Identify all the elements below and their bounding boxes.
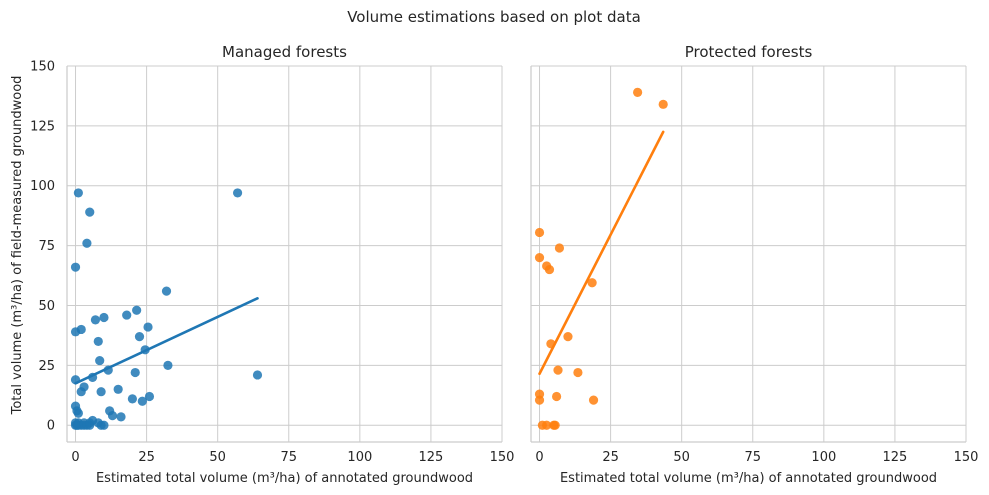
data-point (132, 305, 142, 315)
panel-title-managed: Managed forests (222, 43, 347, 61)
x-tick-label: 125 (883, 450, 908, 465)
data-point (563, 332, 573, 342)
x-tick-label: 150 (490, 450, 515, 465)
y-axis-label: Total volume (m³/ha) of field-measured g… (10, 76, 25, 416)
data-point (588, 395, 599, 405)
data-point (76, 324, 86, 335)
data-point (73, 408, 83, 418)
data-point (137, 396, 147, 406)
tick-labels-protected: 0 25 50 75 100 125 150 (535, 450, 978, 465)
x-tick-label: 75 (744, 450, 761, 465)
data-point (143, 322, 153, 332)
data-point (633, 87, 643, 97)
y-tick-label: 25 (38, 359, 55, 374)
data-point (99, 312, 109, 323)
x-tick-label: 50 (673, 450, 690, 465)
data-point (90, 315, 101, 325)
x-axis-label-managed: Estimated total volume (m³/ha) of annota… (96, 471, 473, 486)
x-tick-label: 50 (209, 450, 226, 465)
data-point (79, 382, 89, 392)
data-point (73, 188, 83, 198)
data-point (534, 395, 545, 405)
y-tick-label: 100 (30, 179, 55, 194)
x-tick-label: 150 (954, 450, 979, 465)
figure-title: Volume estimations based on plot data (347, 8, 641, 26)
data-point (99, 420, 109, 430)
x-tick-label: 25 (138, 450, 155, 465)
regression-line-managed (74, 297, 259, 385)
data-point (85, 207, 95, 217)
y-tick-label: 0 (47, 419, 55, 434)
x-tick-label: 25 (602, 450, 619, 465)
y-tick-label: 150 (30, 60, 55, 75)
data-point (96, 387, 106, 397)
tick-labels-managed: 0 25 50 75 100 125 150 0 25 50 75 100 125 150 (30, 60, 514, 466)
data-point (587, 278, 597, 288)
scatter-points-managed (70, 188, 263, 430)
fit-line (74, 297, 259, 385)
x-tick-label: 100 (811, 450, 836, 465)
y-tick-label: 125 (30, 119, 55, 134)
data-point (554, 243, 565, 253)
data-point (82, 238, 92, 248)
data-point (95, 355, 105, 366)
grid-protected (531, 65, 967, 442)
data-point (252, 370, 263, 380)
data-point (534, 252, 545, 263)
data-point (573, 367, 583, 378)
x-tick-label: 0 (71, 450, 79, 465)
data-point (144, 391, 155, 402)
data-point (542, 420, 552, 430)
data-point (113, 384, 123, 394)
data-point (93, 336, 103, 347)
data-point (551, 391, 562, 402)
x-tick-label: 125 (419, 450, 444, 465)
data-point (544, 264, 555, 275)
data-point (658, 99, 668, 109)
data-point (116, 412, 126, 422)
panel-title-protected: Protected forests (685, 43, 813, 61)
grid-managed (67, 65, 503, 442)
data-point (134, 332, 145, 342)
data-point (553, 365, 563, 375)
axes-protected (530, 66, 966, 443)
data-point (550, 420, 560, 430)
data-point (70, 262, 81, 272)
regression-line-protected (538, 130, 665, 376)
x-axis-label-protected: Estimated total volume (m³/ha) of annota… (560, 471, 937, 486)
data-point (107, 411, 118, 421)
x-tick-label: 75 (280, 450, 297, 465)
data-point (127, 394, 137, 404)
data-point (232, 188, 243, 198)
x-tick-label: 0 (535, 450, 543, 465)
scatter-points-protected (534, 87, 668, 430)
fit-line (538, 130, 665, 376)
data-point (534, 227, 545, 238)
axes-managed (66, 66, 502, 443)
data-point (122, 310, 132, 320)
data-point (130, 367, 140, 378)
panel-protected-forests: 0 25 50 75 100 125 150 Protected forests Estim… (530, 43, 978, 486)
data-point (161, 286, 172, 296)
y-tick-label: 50 (38, 299, 55, 314)
panel-managed-forests: 0 25 50 75 100 125 150 0 25 50 75 100 125 150 Managed… (30, 43, 514, 486)
x-tick-label: 100 (347, 450, 372, 465)
y-tick-label: 75 (38, 239, 55, 254)
data-point (163, 360, 173, 370)
